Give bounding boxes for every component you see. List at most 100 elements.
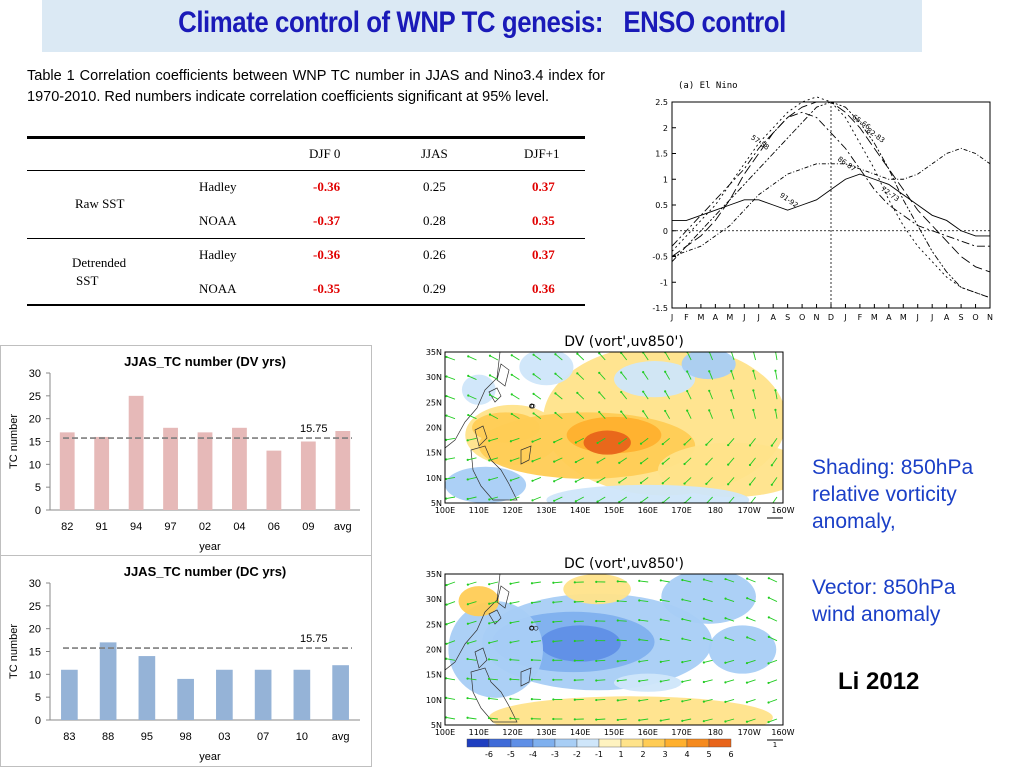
- wind-vector: [553, 437, 563, 443]
- wind-vector-head: [752, 408, 755, 412]
- wind-vector: [575, 457, 585, 463]
- wind-vector-head: [532, 392, 535, 395]
- bar: [177, 678, 194, 720]
- wind-vector-head: [681, 578, 684, 582]
- x-tick-label: J: [843, 313, 846, 322]
- wind-vector-head: [681, 618, 684, 621]
- wind-vector-head: [705, 482, 708, 486]
- anomaly-contour: [563, 574, 631, 605]
- wind-vector: [660, 718, 670, 722]
- wind-vector-head: [659, 660, 662, 663]
- wind-vector: [446, 457, 456, 460]
- colorbar-label: -2: [573, 750, 581, 759]
- wind-vector-head: [730, 389, 733, 392]
- wind-vector: [746, 699, 756, 703]
- wind-vector: [682, 638, 692, 642]
- y-tick-label: -1.5: [652, 304, 668, 313]
- x-tick-label: D: [828, 313, 834, 322]
- table-cell: 0.25: [423, 179, 446, 194]
- note-line: Shading: 850hPa: [812, 456, 974, 479]
- wind-vector-head: [488, 641, 491, 644]
- wind-vector-head: [488, 602, 491, 605]
- wind-vector-head: [445, 677, 448, 680]
- wind-vector: [446, 437, 456, 441]
- average-line-label: 15.75: [300, 633, 328, 645]
- y-tick-label: 2: [663, 124, 668, 133]
- wind-vector: [686, 410, 692, 419]
- wind-vector-head: [767, 635, 770, 639]
- wind-vector: [510, 678, 520, 681]
- wind-vector: [727, 477, 735, 485]
- wind-vector: [617, 659, 627, 662]
- wind-vector-head: [466, 583, 469, 586]
- wind-vector: [682, 659, 692, 663]
- lon-label: 170E: [671, 506, 691, 515]
- wind-vector: [577, 392, 585, 400]
- y-axis-label: TC number: [8, 414, 20, 469]
- wind-vector: [725, 598, 735, 602]
- y-tick-label: -0.5: [652, 253, 668, 262]
- wind-vector-head: [659, 638, 662, 641]
- wind-vector-head: [509, 658, 512, 661]
- table-cell: -0.37: [313, 213, 341, 228]
- wind-vector: [619, 437, 627, 444]
- wind-vector: [575, 496, 585, 502]
- wind-vector: [686, 390, 692, 400]
- wind-vector: [746, 718, 756, 723]
- wind-vector: [511, 354, 520, 361]
- wind-vector-head: [509, 459, 512, 462]
- x-tick-label: O: [799, 313, 805, 322]
- wind-vector-head: [620, 410, 623, 413]
- average-line-label: 15.75: [300, 423, 328, 435]
- anomaly-contour: [539, 625, 621, 662]
- wind-vector: [682, 698, 692, 702]
- x-tick-label: M: [726, 313, 733, 322]
- wind-vector-head: [509, 621, 512, 624]
- wind-vector-head: [702, 597, 706, 601]
- wind-vector-head: [620, 390, 623, 394]
- wind-vector: [510, 717, 520, 720]
- x-tick-label: 95: [141, 731, 153, 743]
- wind-vector-head: [466, 478, 469, 481]
- wind-vector: [725, 617, 735, 622]
- wind-vector: [446, 620, 456, 625]
- wind-vector: [553, 601, 563, 603]
- wind-vector: [639, 619, 649, 622]
- wind-vector-head: [659, 598, 662, 602]
- wind-vector: [533, 393, 542, 400]
- wind-vector: [660, 698, 670, 702]
- wind-vector-head: [767, 720, 770, 724]
- wind-vector-head: [596, 500, 599, 503]
- wind-vector-head: [510, 412, 513, 416]
- table-row-source: Hadley: [199, 247, 237, 262]
- bar: [59, 432, 75, 510]
- wind-vector: [708, 410, 714, 419]
- wind-vector-head: [767, 577, 770, 580]
- y-axis-label: TC number: [8, 624, 20, 679]
- vector-ref-label: 1: [773, 519, 777, 520]
- wind-vector: [660, 619, 670, 622]
- wind-vector: [510, 437, 520, 442]
- wind-vector: [684, 477, 692, 484]
- wind-vector-head: [745, 720, 749, 723]
- lat-label: 20N: [426, 424, 442, 433]
- wind-vector: [703, 618, 713, 622]
- wind-vector-head: [730, 369, 733, 373]
- wind-vector-head: [702, 720, 705, 723]
- wind-vector-head: [638, 680, 641, 683]
- lon-label: 170E: [671, 728, 691, 737]
- wind-vector: [467, 496, 477, 500]
- dc-anomaly-map: DC (vort',uv850') 35N 30N 25N 20N 15N 10N 5N 100…: [405, 552, 805, 768]
- series-label: 82-83: [865, 126, 886, 144]
- wind-vector: [617, 698, 627, 701]
- shading-note: Shading: 850hPa relative vorticity anoma…: [812, 454, 973, 535]
- anomaly-contour: [546, 484, 750, 503]
- y-tick-label: 30: [29, 578, 41, 590]
- wind-vector-head: [488, 374, 492, 377]
- wind-vector-head: [596, 441, 599, 445]
- wind-vector: [747, 578, 756, 583]
- wind-vector-head: [702, 661, 705, 664]
- bar: [61, 669, 78, 720]
- series-line-57-58: [671, 111, 990, 247]
- wind-vector-head: [552, 678, 555, 681]
